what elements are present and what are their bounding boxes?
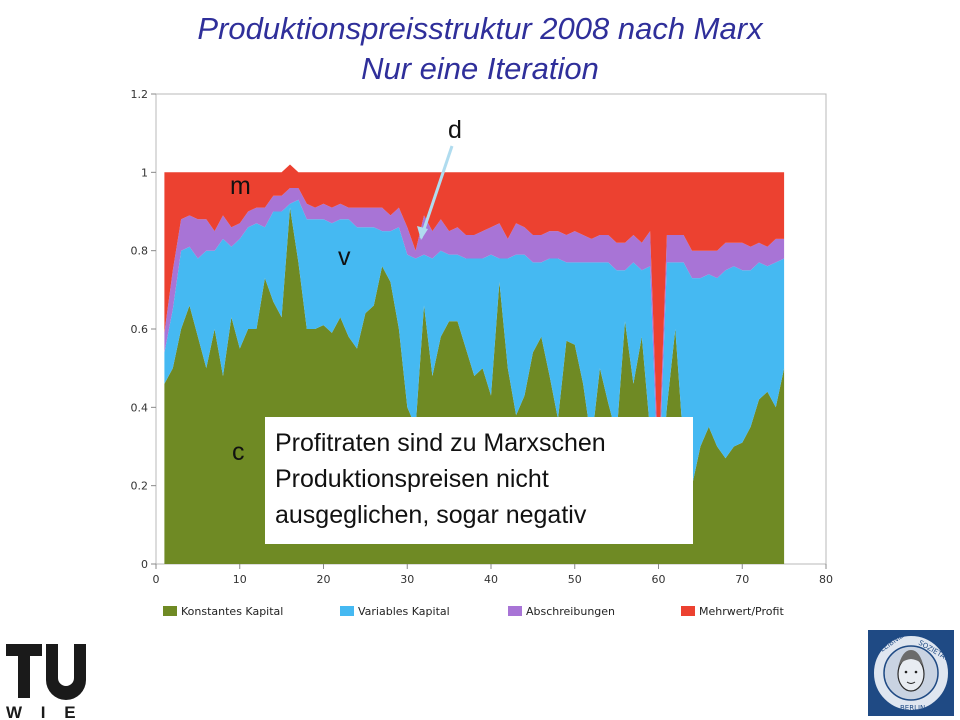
x-axis: 0 10 20 30 40 50 60 70 80	[153, 564, 833, 586]
svg-text:W I E N: W I E N	[6, 703, 86, 720]
area-abschreibungen	[164, 188, 785, 494]
legend-label-abschreibungen: Abschreibungen	[526, 605, 615, 618]
legend-swatch-abschreibungen	[508, 606, 522, 616]
annotation-m: m	[230, 172, 251, 200]
y-tick-label: 0.6	[131, 323, 149, 336]
annotation-c: c	[232, 438, 245, 466]
x-tick-label: 70	[735, 573, 749, 586]
note-line-3: ausgeglichen, sogar negativ	[275, 501, 587, 529]
chart-title: Produktionspreisstruktur 2008 nach Marx	[197, 11, 763, 46]
y-tick-label: 0	[141, 558, 148, 571]
y-tick-label: 1.2	[131, 88, 149, 101]
note-box: Profitraten sind zu Marxschen Produktion…	[265, 417, 693, 544]
y-tick-label: 0.2	[131, 480, 149, 493]
x-tick-label: 60	[652, 573, 666, 586]
x-tick-label: 30	[400, 573, 414, 586]
tu-wien-logo: W I E N	[6, 644, 86, 720]
legend: Konstantes Kapital Variables Kapital Absch…	[163, 605, 784, 618]
legend-swatch-variables-kapital	[340, 606, 354, 616]
annotation-d: d	[448, 116, 462, 144]
legend-label-mehrwert-profit: Mehrwert/Profit	[699, 605, 784, 618]
stacked-area-chart: 0 0.2 0.4 0.6 0.8 1 1.2 0 10 20 30 40 50 60 70 80 Kons…	[131, 88, 834, 618]
chart-subtitle: Nur eine Iteration	[361, 51, 599, 86]
x-tick-label: 80	[819, 573, 833, 586]
x-tick-label: 10	[233, 573, 247, 586]
x-tick-label: 50	[568, 573, 582, 586]
svg-text:BERLIN: BERLIN	[900, 704, 925, 712]
y-tick-label: 0.8	[131, 245, 149, 258]
legend-label-variables-kapital: Variables Kapital	[358, 605, 450, 618]
annotation-v: v	[338, 243, 351, 271]
area-variables-kapital	[164, 199, 785, 506]
leibniz-sozietaet-seal: LEIBNIZ SOZIETÄT BERLIN	[868, 630, 954, 716]
y-tick-label: 1	[141, 166, 148, 179]
x-tick-label: 0	[153, 573, 160, 586]
y-axis: 0 0.2 0.4 0.6 0.8 1 1.2	[131, 88, 156, 571]
area-mehrwert-profit	[164, 164, 785, 470]
x-tick-label: 20	[317, 573, 331, 586]
x-tick-label: 40	[484, 573, 498, 586]
note-line-1: Profitraten sind zu Marxschen	[275, 429, 606, 457]
legend-swatch-konstantes-kapital	[163, 606, 177, 616]
annotation-arrowhead-d	[417, 226, 428, 240]
y-tick-label: 0.4	[131, 401, 149, 414]
note-line-2: Produktionspreisen nicht	[275, 465, 549, 493]
annotation-arrow-d	[419, 145, 454, 239]
legend-swatch-mehrwert-profit	[681, 606, 695, 616]
legend-label-konstantes-kapital: Konstantes Kapital	[181, 605, 283, 618]
